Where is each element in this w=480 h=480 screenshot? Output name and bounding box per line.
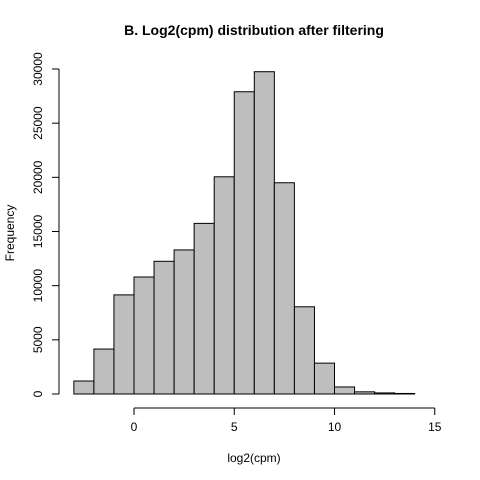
- y-tick-label: 25000: [31, 106, 45, 140]
- x-tick-label: 15: [428, 420, 442, 434]
- y-tick-label: 30000: [31, 52, 45, 86]
- histogram-bar: [394, 392, 416, 395]
- histogram-bar: [133, 276, 155, 395]
- histogram-bar: [193, 222, 215, 395]
- x-axis: 0 5 10 15: [131, 407, 442, 434]
- histogram-bar: [374, 392, 396, 395]
- histogram-bar: [73, 380, 95, 395]
- x-tick-label: 0: [131, 420, 138, 434]
- bars-group: [73, 71, 416, 395]
- y-axis: 0 5000 10000 15000 20000 25000 30000: [31, 52, 60, 397]
- x-tick-label: 5: [231, 420, 238, 434]
- histogram-bar: [93, 348, 115, 395]
- x-axis-label: log2(cpm): [227, 451, 280, 465]
- y-axis-label: Frequency: [3, 205, 17, 262]
- histogram-bar: [334, 386, 356, 395]
- histogram-bar: [213, 176, 235, 395]
- x-tick-label: 10: [328, 420, 342, 434]
- histogram-bar: [273, 182, 295, 395]
- y-tick-label: 5000: [31, 326, 45, 353]
- histogram-bar: [313, 362, 336, 395]
- histogram-bar: [233, 91, 255, 395]
- y-tick-label: 15000: [31, 214, 45, 248]
- histogram-bar: [153, 260, 175, 395]
- histogram-bar: [354, 391, 376, 395]
- y-tick-label: 0: [31, 390, 45, 397]
- histogram-bar: [253, 71, 275, 395]
- y-tick-label: 10000: [31, 269, 45, 303]
- histogram-bar: [293, 306, 315, 395]
- y-tick-label: 20000: [31, 160, 45, 194]
- histogram-bar: [173, 249, 195, 395]
- histogram-bar: [113, 294, 135, 395]
- chart-title: B. Log2(cpm) distribution after filterin…: [124, 22, 384, 38]
